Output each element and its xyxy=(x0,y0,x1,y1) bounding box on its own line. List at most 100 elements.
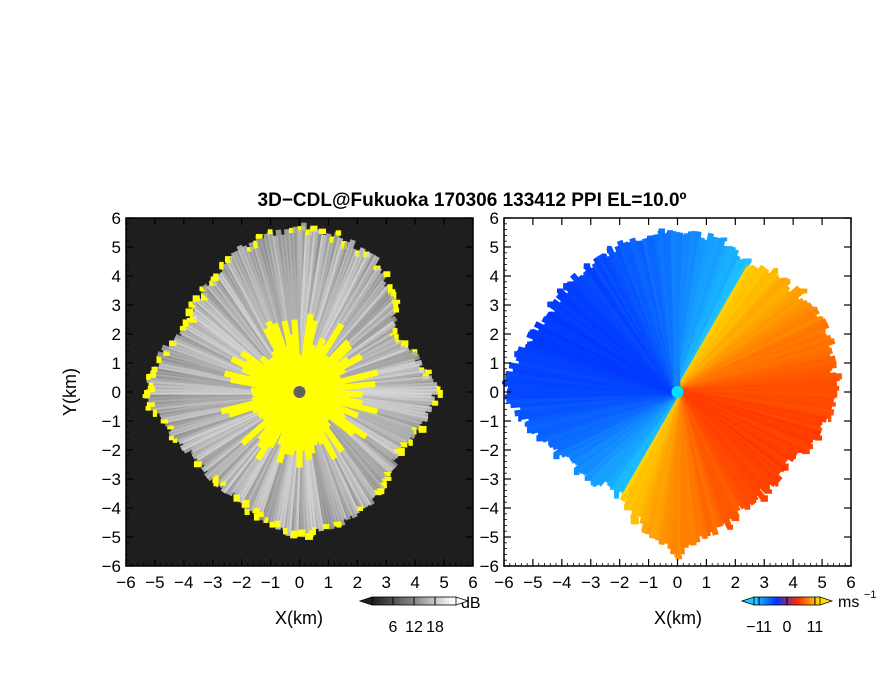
x-tick-label: 4 xyxy=(410,573,419,592)
snr-edge-speck xyxy=(156,356,162,364)
velocity-edge-speck xyxy=(829,365,834,369)
snr-edge-speck xyxy=(425,369,432,375)
snr-edge-speck xyxy=(384,476,392,481)
velocity-edge-speck xyxy=(639,240,645,245)
snr-edge-speck xyxy=(432,400,439,406)
velocity-edge-speck xyxy=(675,555,682,560)
y-tick-label: −3 xyxy=(480,470,499,489)
snr-x-axis-label: X(km) xyxy=(275,608,323,628)
snr-edge-speck xyxy=(253,240,258,249)
x-tick-label: −4 xyxy=(174,573,193,592)
snr-edge-speck xyxy=(390,291,397,300)
colorbar-swatch xyxy=(776,597,780,605)
x-tick-label: 6 xyxy=(846,573,855,592)
x-tick-label: 0 xyxy=(673,573,682,592)
velocity-edge-speck xyxy=(624,505,632,511)
velocity-edge-speck xyxy=(760,495,768,502)
snr-edge-speck xyxy=(392,299,401,304)
velocity-edge-speck xyxy=(819,316,824,324)
y-tick-label: −6 xyxy=(480,557,499,576)
velocity-edge-speck xyxy=(806,440,812,445)
y-tick-label: −1 xyxy=(480,412,499,431)
velocity-edge-speck xyxy=(548,438,552,447)
velocity-edge-speck xyxy=(563,283,569,291)
snr-edge-speck xyxy=(355,250,360,257)
snr-edge-speck xyxy=(374,490,382,496)
velocity-edge-speck xyxy=(584,476,593,481)
x-tick-label: 2 xyxy=(353,573,362,592)
snr-edge-speck xyxy=(311,527,316,536)
velocity-edge-speck xyxy=(667,230,674,235)
colorbar-swatch xyxy=(817,597,821,605)
y-tick-label: 0 xyxy=(490,383,499,402)
snr-edge-speck xyxy=(192,295,200,302)
snr-edge-speck xyxy=(200,293,208,301)
velocity-edge-speck xyxy=(683,233,689,239)
snr-edge-speck xyxy=(394,334,399,342)
velocity-edge-speck xyxy=(609,485,618,490)
velocity-edge-speck xyxy=(573,468,580,476)
velocity-edge-speck xyxy=(778,468,782,472)
snr-edge-speck xyxy=(408,439,413,446)
y-tick-label: −3 xyxy=(102,470,121,489)
snr-edge-speck xyxy=(225,256,232,263)
snr-edge-speck xyxy=(160,419,169,424)
x-tick-label: 3 xyxy=(382,573,391,592)
y-tick-label: 3 xyxy=(490,296,499,315)
snr-edge-speck xyxy=(193,461,202,468)
snr-edge-speck xyxy=(356,506,363,512)
snr-edge-speck xyxy=(167,425,174,430)
velocity-edge-speck xyxy=(526,425,532,434)
snr-edge-speck xyxy=(247,247,254,252)
snr-edge-speck xyxy=(383,471,391,477)
colorbar-swatch xyxy=(414,597,418,605)
snr-edge-speck xyxy=(381,478,387,485)
snr-edge-speck xyxy=(330,236,335,243)
velocity-edge-speck xyxy=(800,288,808,294)
velocity-edge-speck xyxy=(831,385,840,391)
snr-edge-speck xyxy=(283,527,288,535)
colorbar-swatch xyxy=(386,597,390,605)
y-tick-label: −1 xyxy=(102,412,121,431)
y-tick-label: 1 xyxy=(490,354,499,373)
x-tick-label: 5 xyxy=(817,573,826,592)
x-tick-label: −3 xyxy=(203,573,222,592)
colorbar-swatch xyxy=(431,597,436,605)
x-tick-label: 4 xyxy=(788,573,797,592)
snr-edge-speck xyxy=(219,261,224,270)
y-tick-label: 6 xyxy=(112,209,121,228)
velocity-colorbar-unit-exponent: −1 xyxy=(864,589,877,601)
snr-edge-speck xyxy=(147,386,156,393)
y-tick-label: 1 xyxy=(112,354,121,373)
velocity-edge-speck xyxy=(797,448,805,453)
velocity-edge-speck xyxy=(727,524,734,530)
colorbar-tick-label: 11 xyxy=(807,619,824,636)
snr-edge-speck xyxy=(436,386,441,392)
snr-edge-speck xyxy=(258,511,264,518)
velocity-edge-speck xyxy=(726,246,732,250)
colorbar-swatch xyxy=(452,597,457,605)
velocity-edge-speck xyxy=(518,360,526,365)
colorbar-swatch xyxy=(792,597,796,605)
snr-edge-speck xyxy=(172,438,178,443)
snr-y-axis-label: Y(km) xyxy=(60,368,80,416)
colorbar-swatch xyxy=(789,597,793,605)
snr-edge-speck xyxy=(380,482,387,489)
colorbar-swatch xyxy=(382,597,387,605)
snr-edge-speck xyxy=(383,271,391,278)
snr-edge-speck xyxy=(146,401,155,407)
velocity-edge-speck xyxy=(775,480,779,487)
colorbar-swatch xyxy=(784,597,788,605)
y-tick-label: 5 xyxy=(490,238,499,257)
velocity-edge-speck xyxy=(529,329,535,335)
y-tick-label: −5 xyxy=(480,528,499,547)
velocity-edge-speck xyxy=(553,452,560,460)
velocity-edge-speck xyxy=(556,288,563,293)
y-tick-label: 2 xyxy=(112,325,121,344)
colorbar-swatch xyxy=(795,597,799,605)
velocity-edge-speck xyxy=(667,541,674,549)
velocity-edge-speck xyxy=(801,446,810,455)
snr-edge-speck xyxy=(392,328,398,334)
velocity-edge-speck xyxy=(820,334,827,338)
